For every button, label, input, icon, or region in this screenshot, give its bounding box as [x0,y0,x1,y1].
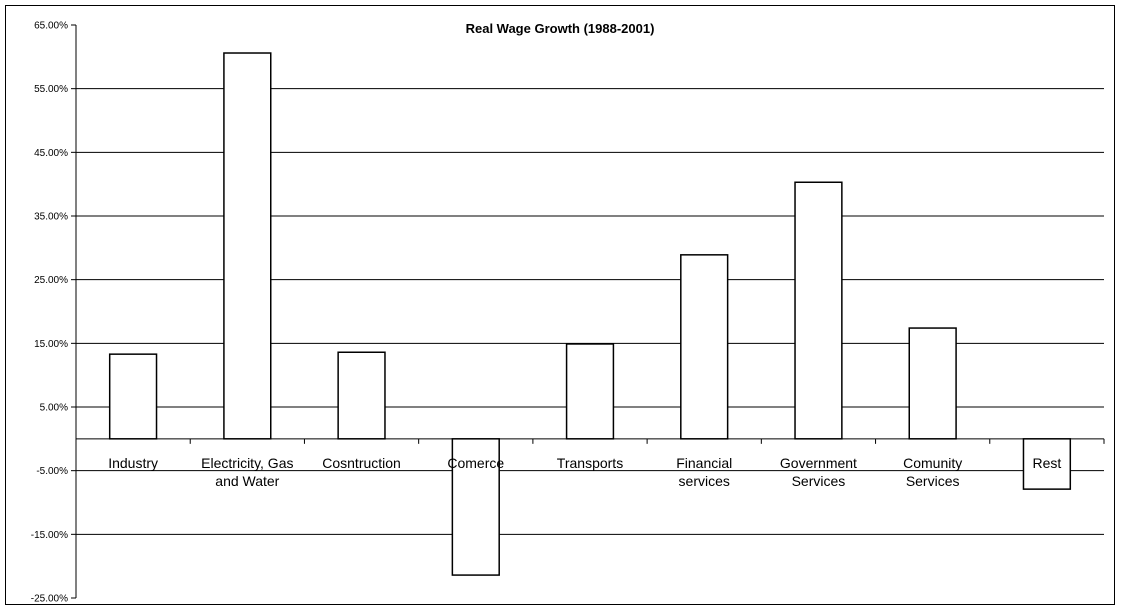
category-label: Transports [557,455,623,471]
category-label: Industry [108,455,158,471]
chart-title: Real Wage Growth (1988-2001) [466,21,655,36]
category-label-line: Financial [676,455,732,471]
labels: 65.00% 55.00% 45.00% 35.00% 25.00% 15.00% 5.00… [31,21,1062,605]
category-label-line: Services [906,473,960,489]
chart-frame: 65.00% 55.00% 45.00% 35.00% 25.00% 15.00% 5.00… [5,5,1115,605]
y-tick-label: -15.00% [31,530,68,541]
category-label-line: Rest [1032,455,1061,471]
bar [908,327,957,440]
axes [71,24,1105,599]
bar [223,52,272,440]
category-label-line: Comerce [447,455,504,471]
y-tick-label: -25.00% [31,594,68,605]
y-tick-label: 35.00% [34,212,68,223]
bar [337,351,386,440]
category-label-line: Transports [557,455,623,471]
y-tick-label: -5.00% [36,466,68,477]
category-label-line: Electricity, Gas [201,455,293,471]
bar [451,438,500,576]
category-label-line: Industry [108,455,158,471]
bar [108,353,158,440]
category-label: Cosntruction [322,455,401,471]
category-label: Financial services [676,455,732,489]
y-tick-label: 45.00% [34,148,68,159]
y-tick-label: 65.00% [34,21,68,32]
bar [1022,438,1072,490]
category-label: Government Services [780,455,857,489]
category-label-line: Comunity [903,455,962,471]
category-label: Electricity, Gas and Water [201,455,293,489]
y-tick-label: 15.00% [34,339,68,350]
y-tick-label: 55.00% [34,84,68,95]
bars [108,52,1072,576]
bar-chart: 65.00% 55.00% 45.00% 35.00% 25.00% 15.00% 5.00… [31,21,1105,605]
category-label: Rest [1032,455,1061,471]
category-label: Comunity Services [903,455,962,489]
y-tick-label: 25.00% [34,275,68,286]
category-label-line: and Water [215,473,279,489]
category-label-line: Services [792,473,846,489]
bar [794,181,843,440]
category-label-line: Government [780,455,857,471]
category-label-line: Cosntruction [322,455,401,471]
y-tick-label: 5.00% [40,403,68,414]
bar [565,343,615,440]
category-label-line: services [679,473,730,489]
category-label: Comerce [447,455,504,471]
bar [680,254,729,440]
